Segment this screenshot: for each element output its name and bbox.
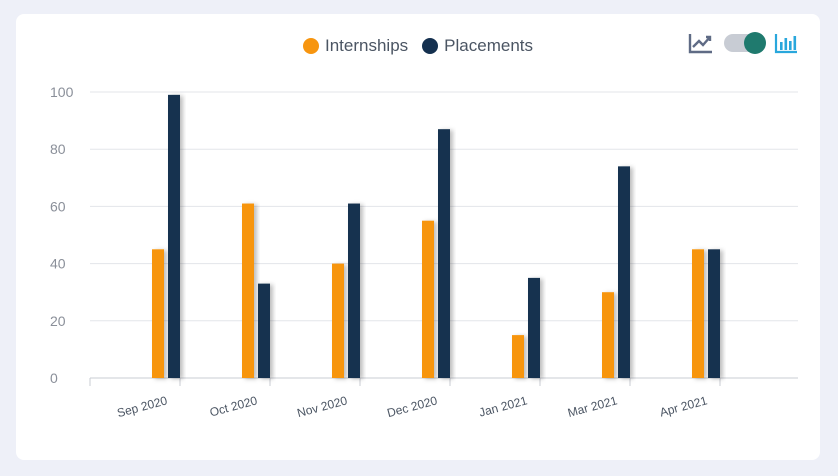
chart-view-toolbar: [688, 32, 798, 54]
y-tick-label: 100: [50, 84, 74, 100]
x-tick-label: Mar 2021: [566, 393, 619, 420]
legend-label-placements: Placements: [444, 36, 533, 55]
x-tick-label: Apr 2021: [658, 393, 709, 419]
legend-dot-placements: [422, 38, 439, 54]
y-tick-label: 80: [50, 141, 66, 157]
bar-internships[interactable]: [512, 335, 524, 378]
bar-internships[interactable]: [602, 292, 614, 378]
bar-placements[interactable]: [618, 166, 630, 378]
bar-chart: 0 20 40 60 80 100 Sep 2020 Oct 2020 Nov 2020 Dec…: [50, 84, 798, 420]
x-tick-label: Sep 2020: [116, 393, 170, 420]
bar-placements[interactable]: [438, 129, 450, 378]
legend-label-internships: Internships: [325, 36, 409, 55]
bar-placements[interactable]: [168, 94, 180, 379]
legend-item-internships[interactable]: Internships: [303, 36, 408, 56]
bar-internships[interactable]: [152, 249, 164, 378]
bar-internships[interactable]: [242, 203, 254, 378]
bar-placements[interactable]: [348, 203, 360, 378]
x-tick-label: Oct 2020: [208, 393, 259, 419]
bar-internships[interactable]: [422, 220, 434, 378]
line-chart-icon[interactable]: [688, 32, 714, 54]
y-tick-label: 0: [50, 370, 58, 386]
bar-placements[interactable]: [528, 277, 540, 378]
x-tick-label: Jan 2021: [477, 393, 529, 419]
toggle-knob: [744, 32, 766, 54]
legend-item-placements[interactable]: Placements: [422, 36, 533, 56]
y-tick-label: 60: [50, 198, 66, 214]
x-tick-label: Dec 2020: [386, 393, 440, 420]
bar-placements[interactable]: [258, 283, 270, 378]
bar-placements[interactable]: [708, 249, 720, 378]
chart-card: Internships Placements: [16, 14, 820, 460]
chart-legend: Internships Placements: [16, 36, 820, 56]
bar-internships[interactable]: [332, 263, 344, 378]
bar-internships[interactable]: [692, 249, 704, 378]
y-tick-label: 20: [50, 313, 66, 329]
legend-dot-internships: [303, 38, 319, 54]
x-tick-label: Nov 2020: [296, 393, 350, 420]
bar-chart-icon[interactable]: [774, 32, 798, 54]
y-tick-label: 40: [50, 256, 66, 272]
chart-type-toggle[interactable]: [724, 32, 766, 54]
